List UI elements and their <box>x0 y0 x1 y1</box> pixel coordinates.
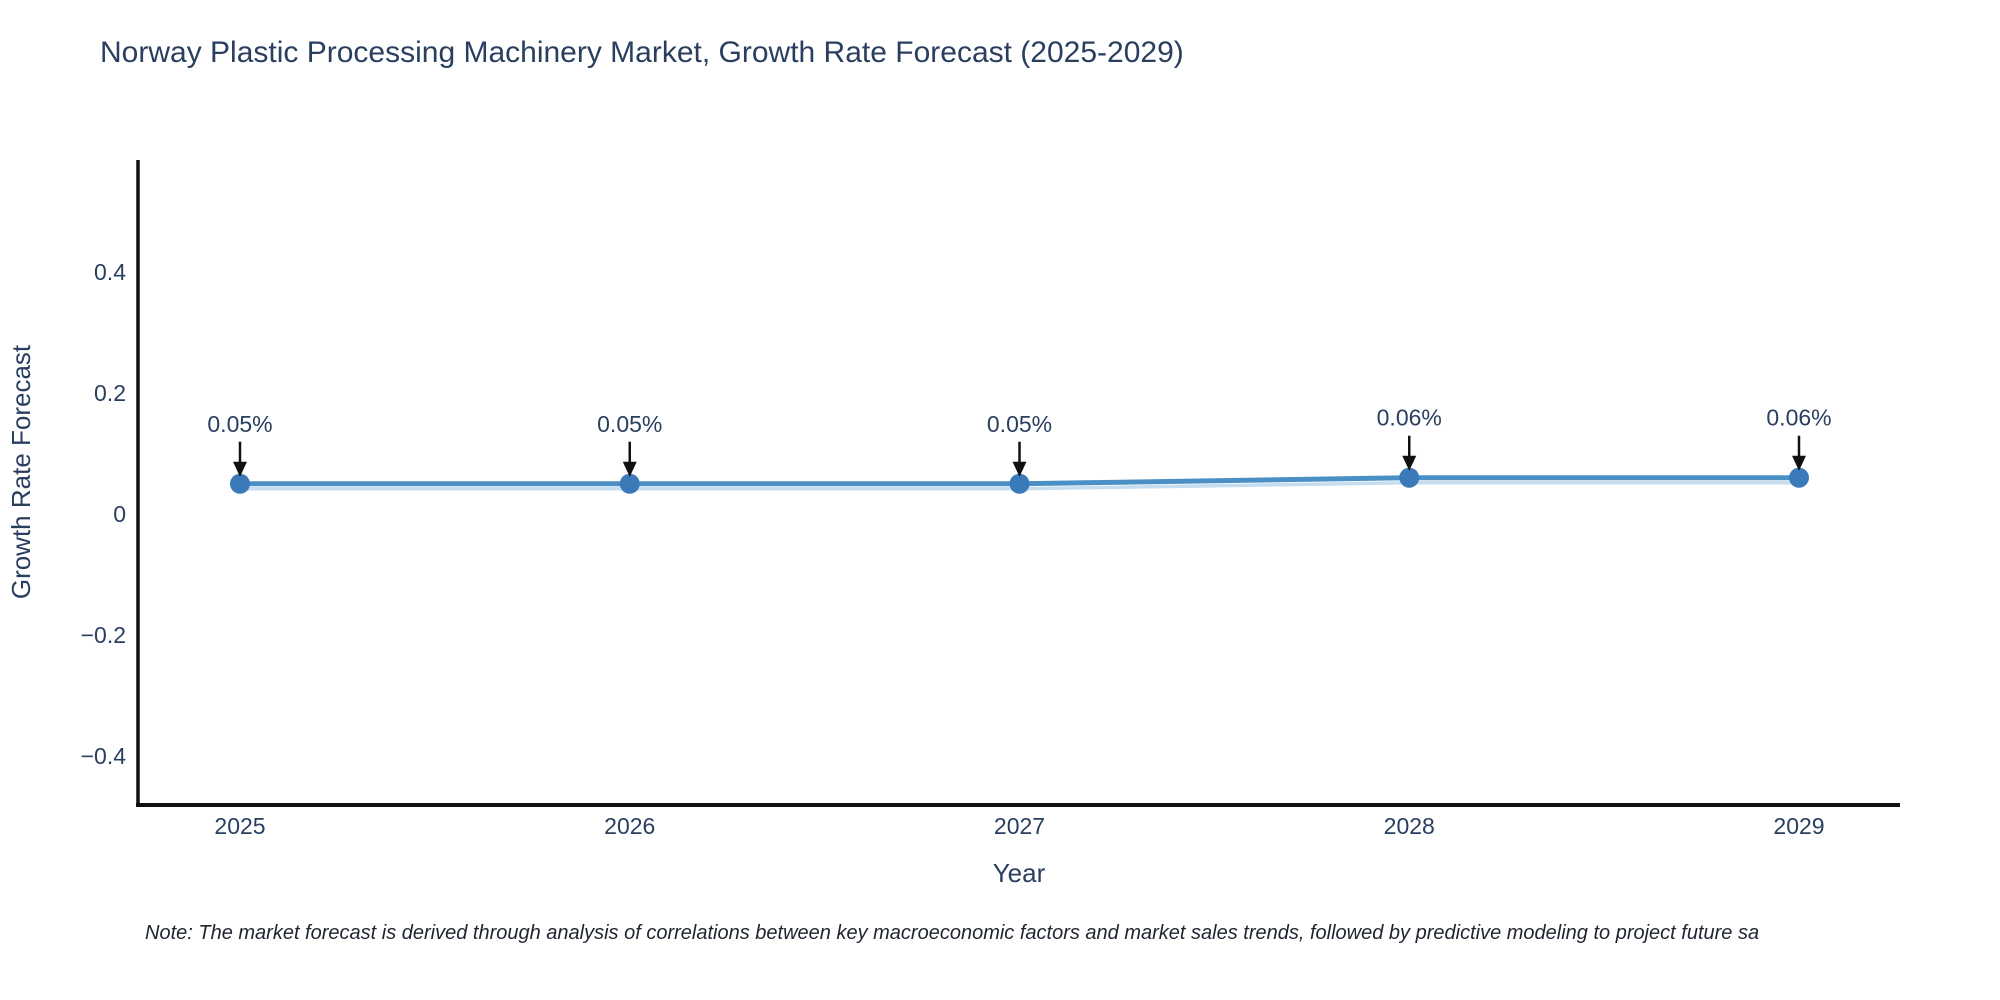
point-annotation: 0.06% <box>1377 405 1442 471</box>
x-tick-label: 2027 <box>994 813 1045 839</box>
point-annotation: 0.06% <box>1766 405 1832 471</box>
y-tick-label: 0 <box>113 501 126 527</box>
y-tick-label: −0.2 <box>81 622 126 648</box>
x-axis-title: Year <box>993 858 1046 888</box>
y-tick-label: −0.4 <box>81 743 127 769</box>
data-point-marker[interactable] <box>1789 467 1809 488</box>
y-tick-label: 0.2 <box>94 380 126 406</box>
x-tick-label: 2028 <box>1384 813 1435 839</box>
data-point-marker[interactable] <box>1399 467 1420 488</box>
point-annotation: 0.05% <box>597 411 662 477</box>
annotation-arrowhead-icon <box>1402 455 1417 471</box>
x-tick-label: 2025 <box>214 813 265 839</box>
footnote: Note: The market forecast is derived thr… <box>145 922 1760 944</box>
annotation-arrowhead-icon <box>622 461 637 477</box>
point-annotations: 0.05% 0.05% 0.05% 0.06% 0.06% <box>207 405 1832 477</box>
annotation-arrowhead-icon <box>1792 455 1806 471</box>
point-value-label: 0.06% <box>1377 405 1442 431</box>
point-annotation: 0.05% <box>987 411 1052 477</box>
point-value-label: 0.05% <box>207 411 272 437</box>
point-value-label: 0.06% <box>1766 405 1831 431</box>
x-tick-label: 2026 <box>604 813 655 839</box>
point-annotation: 0.05% <box>207 411 273 477</box>
y-tick-label: 0.4 <box>94 259 126 285</box>
x-axis-tick-labels: 2025 2026 2027 2028 2029 <box>214 813 1824 839</box>
y-axis-tick-labels: 0.4 0.2 0 −0.2 −0.4 <box>81 259 127 769</box>
y-axis-title: Growth Rate Forecast <box>6 344 36 599</box>
point-value-label: 0.05% <box>597 411 662 437</box>
line-series <box>230 467 1809 494</box>
data-point-marker[interactable] <box>1009 473 1030 494</box>
x-tick-label: 2029 <box>1773 813 1824 839</box>
annotation-arrowhead-icon <box>1012 461 1027 477</box>
point-value-label: 0.05% <box>987 411 1052 437</box>
data-point-marker[interactable] <box>619 473 640 494</box>
annotation-arrowhead-icon <box>233 461 247 477</box>
data-point-marker[interactable] <box>230 473 250 494</box>
chart-title: Norway Plastic Processing Machinery Mark… <box>100 36 1184 69</box>
